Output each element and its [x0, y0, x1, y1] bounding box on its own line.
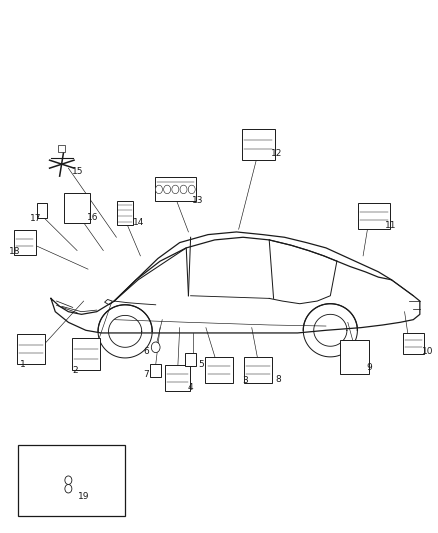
Text: 9: 9	[367, 363, 372, 372]
Text: 14: 14	[133, 219, 145, 228]
Bar	[165, 366, 190, 391]
Bar	[403, 333, 424, 354]
Bar	[205, 358, 233, 383]
Text: 1: 1	[20, 360, 26, 369]
Text: 5: 5	[198, 360, 204, 369]
Circle shape	[180, 185, 187, 193]
Text: 4: 4	[187, 383, 193, 392]
Bar	[58, 145, 65, 152]
Bar	[64, 193, 90, 223]
Bar	[150, 364, 161, 377]
Text: 10: 10	[422, 347, 434, 356]
Text: 6: 6	[143, 347, 149, 356]
Bar	[242, 129, 275, 160]
Text: 15: 15	[72, 167, 83, 176]
Text: 3: 3	[242, 376, 248, 385]
Circle shape	[155, 185, 162, 193]
Bar	[14, 230, 35, 255]
Text: 11: 11	[385, 221, 396, 230]
Text: 7: 7	[143, 370, 149, 379]
Circle shape	[65, 484, 72, 493]
Bar	[18, 445, 125, 516]
Bar	[340, 340, 368, 374]
Circle shape	[164, 185, 171, 193]
Bar	[358, 203, 390, 229]
Text: 2: 2	[72, 366, 78, 375]
Text: 12: 12	[271, 149, 282, 158]
Bar	[117, 201, 134, 225]
Bar	[37, 203, 47, 218]
Text: 13: 13	[192, 196, 203, 205]
Bar	[72, 338, 100, 370]
Text: 18: 18	[10, 247, 21, 256]
Bar	[17, 334, 46, 364]
Text: 19: 19	[78, 491, 90, 500]
Text: 16: 16	[87, 213, 99, 222]
Circle shape	[172, 185, 179, 193]
Text: 8: 8	[275, 375, 281, 384]
Bar	[244, 358, 272, 383]
Bar	[155, 177, 196, 201]
Circle shape	[65, 476, 72, 484]
Circle shape	[188, 185, 195, 193]
Text: 17: 17	[30, 214, 42, 223]
Circle shape	[151, 342, 160, 353]
Bar	[185, 353, 196, 366]
